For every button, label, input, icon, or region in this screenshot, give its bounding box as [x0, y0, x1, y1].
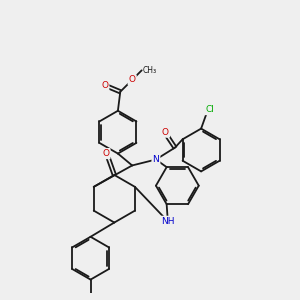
Text: N: N [153, 155, 159, 164]
Text: NH: NH [161, 217, 175, 226]
Text: CH₃: CH₃ [143, 66, 157, 75]
Text: O: O [101, 81, 108, 90]
Text: Cl: Cl [205, 105, 214, 114]
Text: O: O [103, 149, 110, 158]
Text: O: O [129, 75, 136, 84]
Text: O: O [162, 128, 169, 137]
